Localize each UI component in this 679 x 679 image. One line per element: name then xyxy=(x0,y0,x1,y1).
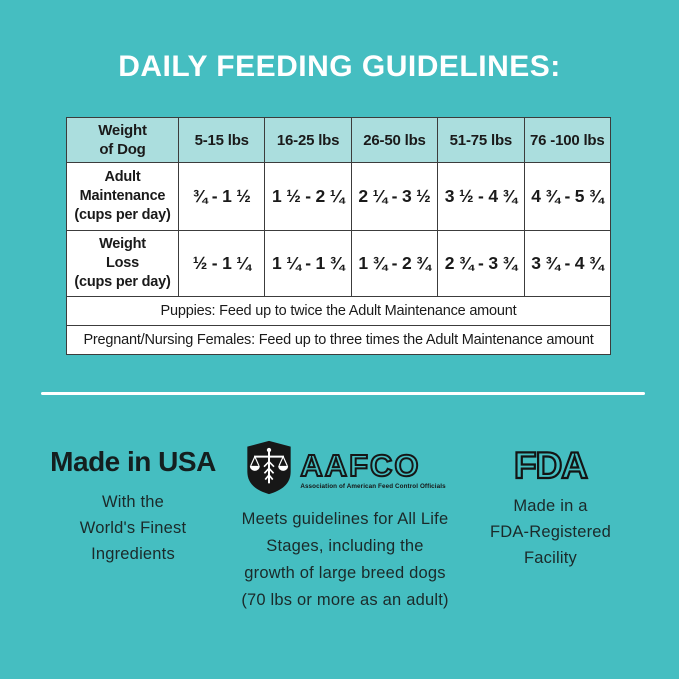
aafco-shield-scales-icon xyxy=(244,440,294,500)
made-in-usa-section: Made in USA With the World's Finest Ingr… xyxy=(28,446,238,567)
weight-loss-value-4: 2 ¾ - 3 ¾ xyxy=(437,230,525,297)
fda-logo: FDA xyxy=(513,444,589,486)
feeding-guidelines-table: Weight of Dog 5-15 lbs 16-25 lbs 26-50 l… xyxy=(66,117,612,355)
row-label-adult-maintenance: Adult Maintenance (cups per day) xyxy=(66,162,179,231)
header-weight-range-3: 26-50 lbs xyxy=(350,117,439,163)
weight-loss-value-2: 1 ¼ - 1 ¾ xyxy=(264,230,352,297)
table-row-weight-loss: Weight Loss (cups per day) ½ - 1 ¼ 1 ¼ -… xyxy=(66,230,612,297)
aafco-tagline: Association of American Feed Control Off… xyxy=(300,483,446,490)
puppies-note-text: Puppies: Feed up to twice the Adult Main… xyxy=(66,296,611,326)
adult-maintenance-value-3: 2 ¼ - 3 ½ xyxy=(350,162,439,231)
header-weight-range-1: 5-15 lbs xyxy=(177,117,266,163)
made-in-usa-heading: Made in USA xyxy=(50,446,216,477)
header-weight-range-4: 51-75 lbs xyxy=(437,117,525,163)
aafco-logo: AAFCO Association of American Feed Contr… xyxy=(226,440,464,500)
header-weight-range-2: 16-25 lbs xyxy=(264,117,352,163)
adult-maintenance-value-2: 1 ½ - 2 ¼ xyxy=(264,162,352,231)
made-in-usa-subtext: With the World's Finest Ingredients xyxy=(79,493,187,563)
row-label-weight-loss: Weight Loss (cups per day) xyxy=(66,230,179,297)
aafco-guidelines-text: Meets guidelines for All Life Stages, in… xyxy=(241,510,449,609)
weight-loss-value-5: 3 ¾ - 4 ¾ xyxy=(523,230,612,297)
fda-facility-text: Made in a FDA-Registered Facility xyxy=(489,497,612,567)
header-weight-range-5: 76 -100 lbs xyxy=(523,117,612,163)
weight-loss-value-1: ½ - 1 ¼ xyxy=(177,230,266,297)
fda-section: FDA Made in a FDA-Registered Facility xyxy=(468,444,633,571)
header-weight-of-dog: Weight of Dog xyxy=(66,117,179,163)
pregnant-nursing-note-text: Pregnant/Nursing Females: Feed up to thr… xyxy=(66,325,611,355)
adult-maintenance-value-5: 4 ¾ - 5 ¾ xyxy=(523,162,612,231)
horizontal-divider xyxy=(41,392,645,395)
table-note-pregnant-nursing: Pregnant/Nursing Females: Feed up to thr… xyxy=(66,325,611,355)
aafco-wordmark-stack: AAFCO Association of American Feed Contr… xyxy=(299,448,446,491)
table-row-adult-maintenance: Adult Maintenance (cups per day) ¾ - 1 ½… xyxy=(66,162,612,231)
aafco-wordmark: AAFCO xyxy=(299,448,421,483)
table-note-puppies: Puppies: Feed up to twice the Adult Main… xyxy=(66,296,611,326)
adult-maintenance-value-4: 3 ½ - 4 ¾ xyxy=(437,162,525,231)
page-title: DAILY FEEDING GUIDELINES: xyxy=(118,50,561,83)
table-header-row: Weight of Dog 5-15 lbs 16-25 lbs 26-50 l… xyxy=(66,117,612,163)
aafco-section: AAFCO Association of American Feed Contr… xyxy=(226,440,464,614)
adult-maintenance-value-1: ¾ - 1 ½ xyxy=(177,162,266,231)
weight-loss-value-3: 1 ¾ - 2 ¾ xyxy=(350,230,439,297)
